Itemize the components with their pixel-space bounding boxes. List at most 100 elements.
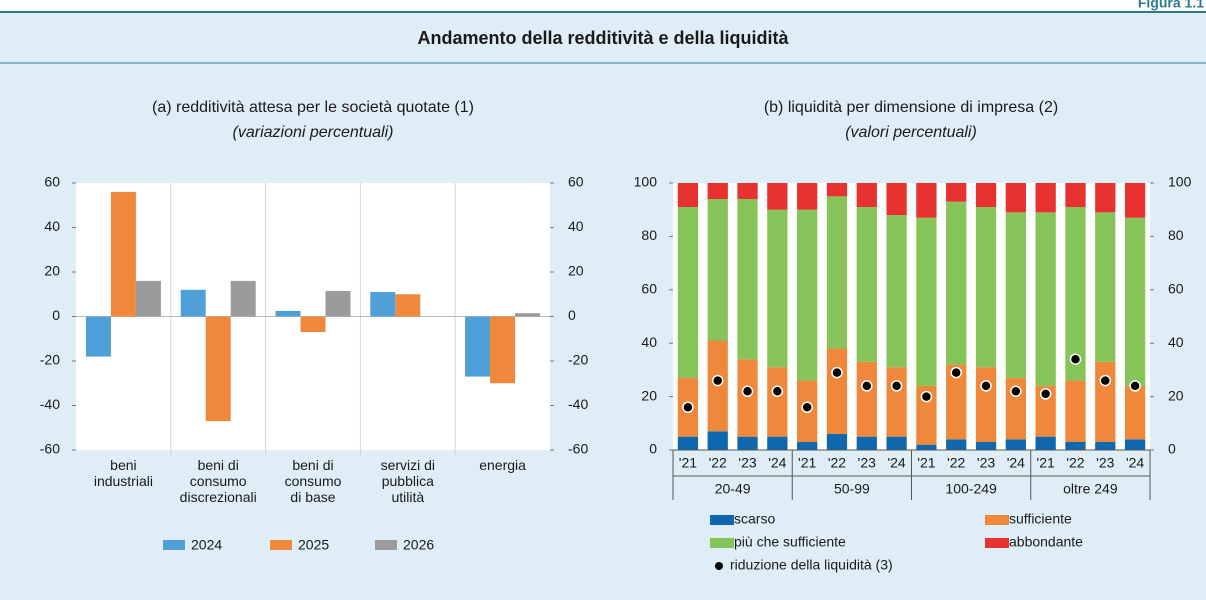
bar-segment <box>916 183 937 218</box>
legend-label: sufficiente <box>1009 511 1072 527</box>
point <box>920 390 933 403</box>
chart-subtitle: (valori percentuali) <box>845 124 977 141</box>
group-label: 20-49 <box>715 481 751 497</box>
point <box>950 366 962 379</box>
point <box>711 374 724 387</box>
bar-segment <box>856 436 877 450</box>
x-tick-label-line: servizi di <box>381 457 435 473</box>
group-label: oltre 249 <box>1063 481 1118 497</box>
chart-subtitle: (variazioni percentuali) <box>233 124 394 141</box>
bar-segment <box>826 183 848 197</box>
bar-segment <box>916 444 937 450</box>
y-tick-label: 80 <box>641 227 657 243</box>
y2-tick-label: 100 <box>1168 174 1192 190</box>
bar-segment <box>1124 183 1146 218</box>
x-tick-label-line: industriali <box>94 473 153 489</box>
x-tick-label: '21 <box>798 455 816 471</box>
y2-tick-label: 0 <box>568 307 576 323</box>
bar <box>230 280 256 317</box>
bar-segment <box>856 207 877 362</box>
x-tick-label-line: beni di <box>198 457 239 473</box>
point <box>741 385 754 398</box>
bar-segment <box>767 183 788 210</box>
bar-segment <box>767 209 788 368</box>
y-tick-label: 0 <box>649 441 657 457</box>
x-tick-label-line: pubblica <box>382 473 434 489</box>
point <box>861 380 873 392</box>
bar <box>85 316 111 357</box>
bar-segment <box>677 436 699 450</box>
bar-segment <box>1124 439 1146 450</box>
y-tick-label: -20 <box>40 352 60 368</box>
legend-swatch <box>710 538 734 548</box>
legend-swatch <box>375 540 397 550</box>
legend-swatch <box>710 515 734 525</box>
legend-swatch <box>985 538 1009 548</box>
x-tick-label: '24 <box>1007 455 1025 471</box>
legend-label: 2024 <box>191 537 222 553</box>
bar-segment <box>975 207 997 368</box>
bar <box>370 292 396 317</box>
x-tick-label: '21 <box>917 455 935 471</box>
chart-title: (a) redditività attesa per le società qu… <box>152 99 474 116</box>
y2-tick-label: 40 <box>1168 334 1184 350</box>
bar <box>135 280 161 317</box>
x-tick-label: '23 <box>1096 455 1114 471</box>
point <box>980 380 992 392</box>
x-tick-label: '23 <box>977 455 995 471</box>
figure-title: Andamento della redditività e della liqu… <box>417 28 789 48</box>
x-tick-label: '24 <box>887 455 905 471</box>
bar-segment <box>1065 380 1086 442</box>
bar-segment <box>1035 212 1056 386</box>
x-tick-label: '21 <box>679 455 697 471</box>
bar-segment <box>1005 183 1026 213</box>
point <box>831 366 843 379</box>
bar-segment <box>1005 439 1026 450</box>
bar-segment <box>975 183 997 208</box>
y2-tick-label: -40 <box>568 396 588 412</box>
group-label: 100-249 <box>945 481 997 497</box>
point <box>890 380 903 392</box>
bar-segment <box>975 441 997 450</box>
x-tick-label: beni industriali <box>94 457 153 489</box>
bar-segment <box>677 183 699 208</box>
y-tick-label: -40 <box>40 396 60 412</box>
bar-segment <box>886 183 907 216</box>
legend-label: 2025 <box>298 537 329 553</box>
point <box>1099 374 1112 387</box>
x-tick-label: '22 <box>828 455 846 471</box>
bar-segment <box>1095 183 1116 213</box>
bar-segment <box>946 201 967 365</box>
bar <box>300 316 326 333</box>
bar <box>110 191 136 317</box>
legend-swatch <box>163 540 185 550</box>
x-tick-label-line: beni di <box>292 457 333 473</box>
bar-segment <box>975 367 997 442</box>
y-tick-label: 40 <box>44 218 60 234</box>
x-tick-label-line: consumo <box>285 473 342 489</box>
x-tick-label: '23 <box>738 455 756 471</box>
x-tick-label: '22 <box>1066 455 1084 471</box>
bar-segment <box>946 364 967 440</box>
legend-label: abbondante <box>1009 534 1083 550</box>
bar-segment <box>1095 361 1116 442</box>
bar-segment <box>826 348 848 434</box>
bar-segment <box>707 183 728 200</box>
bar-segment <box>1095 212 1116 362</box>
bar-segment <box>707 199 728 341</box>
bar-segment <box>856 183 877 208</box>
bar-segment <box>737 199 758 360</box>
bar-segment <box>826 196 848 349</box>
y-tick-label: 60 <box>44 174 60 190</box>
point <box>1039 388 1052 400</box>
bar-segment <box>737 436 758 450</box>
chart-title: (b) liquidità per dimensione di impresa … <box>764 99 1058 116</box>
x-tick-label: '22 <box>947 455 965 471</box>
bar-segment <box>1065 207 1086 381</box>
bar <box>490 316 516 384</box>
figure-label: Figura 1.1 <box>1138 0 1204 11</box>
bar <box>465 316 491 377</box>
y2-tick-label: 60 <box>568 174 584 190</box>
x-tick-label-line: discrezionali <box>180 489 257 505</box>
